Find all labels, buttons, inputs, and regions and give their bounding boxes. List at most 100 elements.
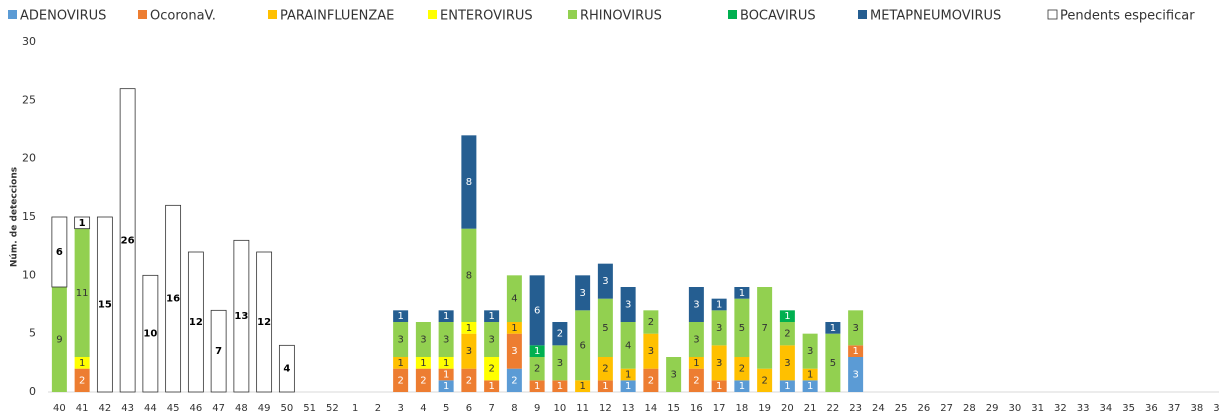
bar-segment xyxy=(415,368,431,392)
bar-segment xyxy=(438,322,454,357)
bar-segment xyxy=(620,322,636,369)
bar-segment xyxy=(802,368,818,381)
x-tick-label: 51 xyxy=(303,403,316,414)
legend-label: Pendents especificar xyxy=(1060,9,1195,24)
x-tick-label: 52 xyxy=(326,403,339,414)
bar-segment xyxy=(666,357,682,392)
bar-segment xyxy=(96,216,113,393)
data-label: 1 xyxy=(784,311,790,322)
legend-swatch xyxy=(858,10,867,19)
data-label: 3 xyxy=(807,346,813,357)
bar-segment xyxy=(734,357,750,381)
bar-segment xyxy=(438,380,454,392)
data-label: 15 xyxy=(98,300,112,311)
bar-segment xyxy=(802,380,818,392)
bar-segment xyxy=(74,368,90,392)
bar-segment xyxy=(393,310,409,322)
data-label: 3 xyxy=(420,335,426,346)
data-label: 1 xyxy=(534,381,540,392)
bar-segment xyxy=(597,263,613,299)
x-tick-label: 19 xyxy=(758,403,771,414)
x-tick-label: 33 xyxy=(1077,403,1090,414)
bar-segment xyxy=(461,135,477,229)
bar-segment xyxy=(484,310,500,322)
bar-segment xyxy=(779,380,795,392)
x-tick-label: 35 xyxy=(1122,403,1135,414)
bar-segment xyxy=(461,368,477,392)
data-label: 26 xyxy=(121,235,135,246)
data-label: 12 xyxy=(189,317,203,328)
legend-swatch xyxy=(428,10,437,19)
data-label: 6 xyxy=(534,305,540,316)
x-tick-label: 41 xyxy=(76,403,89,414)
x-tick-label: 28 xyxy=(963,403,976,414)
data-label: 2 xyxy=(79,375,85,386)
x-tick-label: 24 xyxy=(872,403,885,414)
data-label: 2 xyxy=(602,364,608,375)
x-tick-label: 48 xyxy=(235,403,248,414)
data-label: 1 xyxy=(830,323,836,334)
data-label: 10 xyxy=(143,329,157,340)
legend-swatch xyxy=(8,10,17,19)
legend-swatch xyxy=(138,10,147,19)
data-label: 3 xyxy=(443,335,449,346)
x-tick-label: 49 xyxy=(258,403,271,414)
bar-segment xyxy=(187,251,204,393)
bar-segment xyxy=(552,380,568,392)
y-tick-label: 30 xyxy=(22,35,36,48)
data-label: 2 xyxy=(420,375,426,386)
x-tick-label: 25 xyxy=(895,403,908,414)
data-label: 1 xyxy=(807,381,813,392)
bar-segment xyxy=(597,380,613,392)
legend-label: BOCAVIRUS xyxy=(740,9,816,24)
x-tick-label: 31 xyxy=(1031,403,1044,414)
data-label: 1 xyxy=(511,323,517,334)
data-label: 5 xyxy=(830,358,836,369)
bar-segment xyxy=(51,216,68,288)
data-label: 3 xyxy=(397,335,403,346)
data-label: 1 xyxy=(488,311,494,322)
data-label: 3 xyxy=(602,276,608,287)
bar-segment xyxy=(142,274,159,393)
legend-label: RHINOVIRUS xyxy=(580,9,662,24)
data-label: 1 xyxy=(79,218,86,229)
y-axis-label: Núm. de deteccions xyxy=(10,167,20,267)
bar-segment xyxy=(233,239,250,393)
data-label: 3 xyxy=(693,300,699,311)
data-label: 6 xyxy=(56,247,63,258)
data-label: 3 xyxy=(579,288,585,299)
bar-segment xyxy=(393,322,409,357)
bar-segment xyxy=(597,357,613,381)
bar-segment xyxy=(620,380,636,392)
data-label: 1 xyxy=(784,381,790,392)
y-tick-label: 5 xyxy=(29,327,36,340)
bar-segment xyxy=(529,345,545,357)
data-label: 7 xyxy=(215,346,222,357)
data-label: 3 xyxy=(670,370,676,381)
bar-segment xyxy=(393,357,409,369)
x-tick-label: 23 xyxy=(849,403,862,414)
x-tick-label: 11 xyxy=(576,403,589,414)
bar-segment xyxy=(711,310,727,346)
bar-segment xyxy=(597,298,613,357)
x-tick-label: 3 xyxy=(397,403,403,414)
bar-segment xyxy=(74,216,91,230)
legend-label: ENTEROVIRUS xyxy=(440,9,533,24)
data-label: 1 xyxy=(443,311,449,322)
bar-segment xyxy=(643,333,659,369)
bar-segment xyxy=(506,333,522,369)
data-label: 3 xyxy=(784,358,790,369)
x-tick-label: 44 xyxy=(144,403,157,414)
bar-segment xyxy=(825,333,841,392)
data-label: 3 xyxy=(557,358,563,369)
data-label: 2 xyxy=(397,375,403,386)
data-label: 5 xyxy=(602,323,608,334)
data-label: 2 xyxy=(557,329,563,340)
data-label: 3 xyxy=(716,358,722,369)
x-tick-label: 34 xyxy=(1100,403,1113,414)
data-label: 2 xyxy=(784,329,790,340)
data-label: 1 xyxy=(807,370,813,381)
x-tick-label: 2 xyxy=(375,403,381,414)
data-label: 2 xyxy=(693,375,699,386)
data-label: 2 xyxy=(761,375,767,386)
